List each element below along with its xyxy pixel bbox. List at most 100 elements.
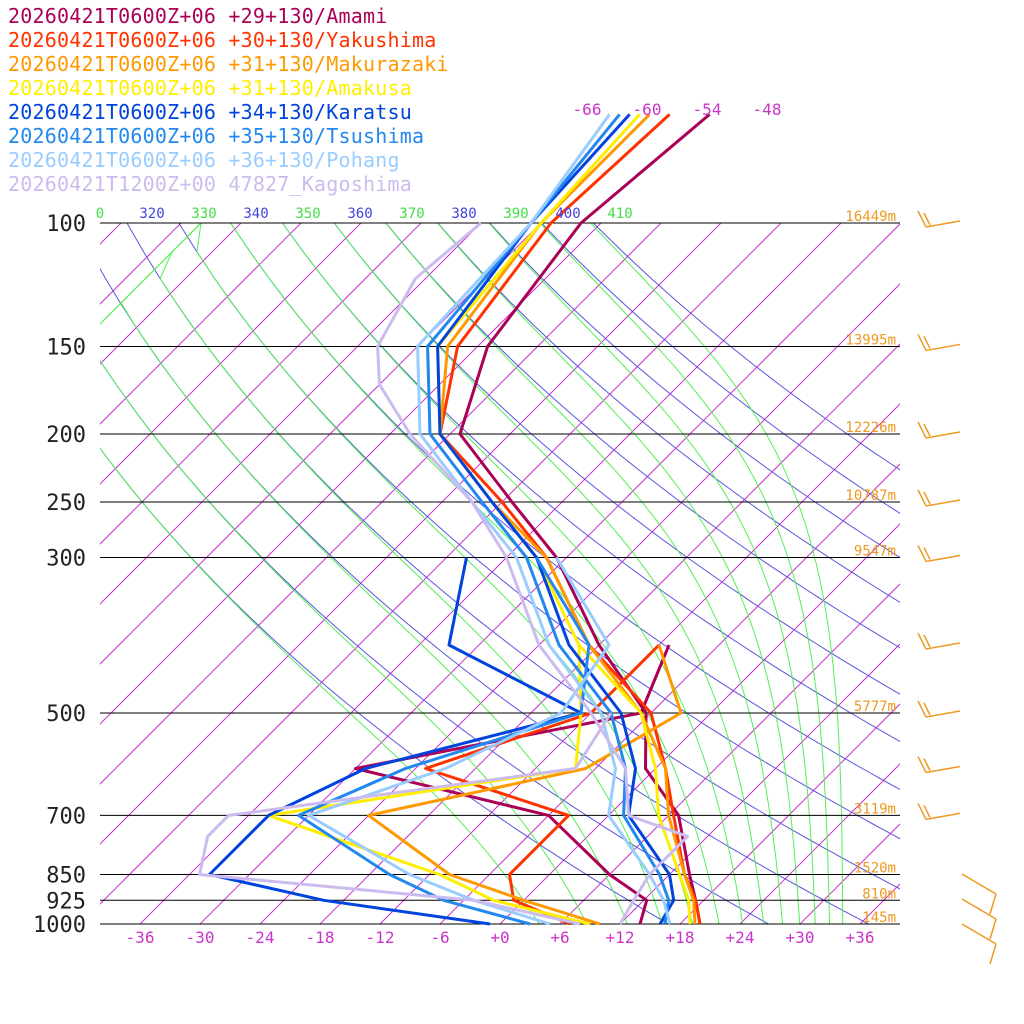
isotherm-label: -66	[573, 100, 602, 119]
isotherm-line	[100, 223, 782, 905]
height-label: 5777m	[854, 699, 896, 715]
isotherm-line	[100, 223, 482, 605]
pressure-tick-label: 300	[46, 546, 86, 571]
temperature-tick-label: +24	[726, 928, 755, 947]
sounding-series	[198, 113, 711, 926]
temperature-tick-label: +12	[606, 928, 635, 947]
legend-entry: 20260421T0600Z+06 +36+130/Pohang	[8, 148, 400, 172]
wind-barb-staff	[917, 334, 927, 351]
isotherm-line	[100, 223, 602, 725]
isotherm-label: -54	[693, 100, 722, 119]
wind-barb-flag	[989, 918, 997, 940]
dry-adiabat	[281, 223, 900, 743]
pressure-tick-label: 200	[46, 423, 86, 448]
legend-entry: 20260421T0600Z+06 +31+130/Makurazaki	[8, 52, 449, 76]
temperature-tick-label: +0	[490, 928, 509, 947]
height-label: 13995m	[845, 332, 896, 348]
wind-barb	[917, 489, 961, 507]
temperature-tick-label: +36	[846, 928, 875, 947]
wind-barb-flag	[989, 943, 997, 965]
theta-label: 380	[451, 206, 476, 222]
temperature-tick-label: +18	[666, 928, 695, 947]
wind-barb-shaft	[961, 923, 997, 945]
series-5-temperature-line	[426, 113, 671, 925]
wind-barb	[917, 421, 961, 439]
temperature-tick-label: -18	[306, 928, 335, 947]
theta-label: 400	[555, 206, 580, 222]
chart-legend: 20260421T0600Z+06 +29+130/Amami 20260421T…	[8, 4, 449, 196]
isotherm-line	[100, 223, 242, 365]
height-label: 1520m	[854, 861, 896, 877]
legend-entry: 20260421T0600Z+06 +35+130/Tsushima	[8, 124, 425, 148]
wind-barb-flag	[923, 702, 931, 716]
isotherm-line	[679, 703, 900, 924]
wind-barb-shaft	[925, 710, 961, 718]
wind-barb	[917, 334, 961, 352]
isotherm-line	[100, 223, 302, 425]
height-label: 9547m	[854, 543, 896, 559]
temperature-tick-label: +6	[550, 928, 569, 947]
isotherm-line	[0, 223, 1, 924]
moist-adiabat	[539, 223, 830, 924]
dry-adiabat	[592, 223, 900, 471]
temperature-tick-label: +30	[786, 928, 815, 947]
isotherm-line	[100, 223, 422, 545]
series-2-dewpoint-line	[367, 644, 683, 926]
wind-barb	[961, 923, 997, 965]
wind-barb-staff	[917, 756, 927, 773]
theta-label: 350	[295, 206, 320, 222]
isotherm-label: -48	[753, 100, 782, 119]
pressure-tick-label: 150	[46, 335, 86, 360]
wind-barb-flag	[923, 212, 931, 226]
moist-adiabat	[385, 223, 783, 924]
isotherm-line	[100, 223, 662, 785]
wind-barb-shaft	[925, 642, 961, 650]
series-7-temperature-line	[376, 221, 690, 925]
pressure-tick-label: 500	[46, 702, 86, 727]
theta-label: 340	[243, 206, 268, 222]
series-4-dewpoint-line	[208, 557, 583, 926]
wind-barb-flag	[923, 805, 931, 818]
wind-barb-flag	[989, 893, 997, 915]
wind-barb-staff	[917, 700, 927, 718]
isotherm-line	[259, 283, 900, 924]
theta-label: 330	[191, 206, 216, 222]
height-label: 3119m	[854, 801, 896, 817]
isotherm-line	[559, 583, 900, 924]
theta-label: 410	[607, 206, 632, 222]
wind-barb-flag	[923, 336, 931, 349]
wind-barb-flag	[923, 547, 931, 560]
wind-barb-flag	[923, 491, 931, 505]
pressure-tick-label: 850	[46, 864, 86, 889]
moist-adiabat	[333, 223, 765, 924]
wind-barb-shaft	[925, 343, 961, 352]
series-4-temperature-line	[436, 113, 676, 925]
wind-barb	[917, 803, 961, 821]
wind-barb-shaft	[925, 499, 961, 507]
pressure-tick-label: 925	[46, 889, 86, 914]
wind-barb-staff	[917, 210, 927, 228]
moist-adiabat	[488, 223, 816, 924]
temperature-tick-label: -36	[126, 928, 155, 947]
legend-entry: 20260421T0600Z+06 +30+130/Yakushima	[8, 28, 437, 52]
height-label: 810m	[862, 886, 896, 902]
pressure-tick-label: 250	[46, 491, 86, 516]
height-label: 16449m	[845, 209, 896, 225]
isotherm-line	[139, 223, 842, 924]
theta-label: 390	[503, 206, 528, 222]
series-6-dewpoint-line	[307, 556, 611, 926]
pressure-tick-label: 100	[46, 212, 86, 237]
wind-barb-flag	[923, 758, 931, 771]
isotherm-line	[100, 223, 722, 845]
wind-barb-flag	[923, 634, 931, 648]
temperature-tick-label: -6	[430, 928, 449, 947]
theta-label: 370	[399, 206, 424, 222]
theta-label: 0	[96, 206, 104, 222]
wind-barb	[917, 210, 961, 228]
wind-barb	[961, 898, 997, 940]
wind-barb-shaft	[925, 554, 961, 563]
wind-barb	[917, 756, 961, 774]
height-label: 12226m	[845, 420, 896, 436]
wind-barb	[917, 700, 961, 718]
